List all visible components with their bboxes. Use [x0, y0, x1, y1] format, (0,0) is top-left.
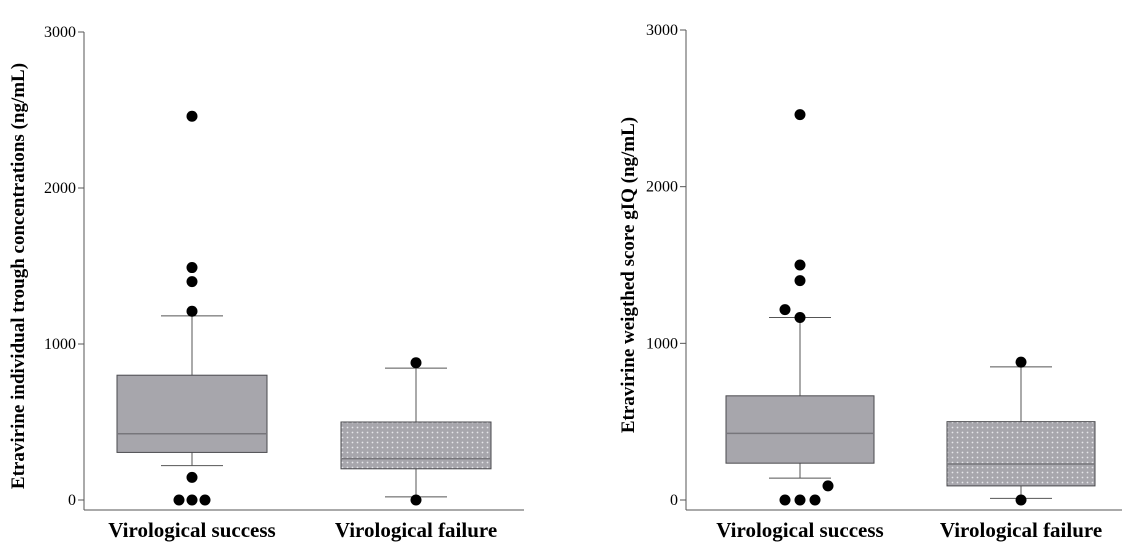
- left-boxplot-panel: 0 1000 2000 3000 Etravirine individual troug…: [8, 24, 524, 542]
- box-iqr: [116, 374, 268, 453]
- category-label: Virological success: [108, 518, 275, 542]
- outlier-point: [186, 262, 198, 274]
- outlier-point: [794, 494, 806, 506]
- outlier-point: [809, 494, 821, 506]
- outlier-point: [410, 357, 422, 369]
- y-tick-label: 3000: [646, 22, 678, 39]
- outlier-point: [186, 305, 198, 317]
- box-iqr: [725, 395, 875, 464]
- y-tick-label: 2000: [44, 180, 76, 197]
- category-label: Virological failure: [335, 518, 497, 542]
- outlier-point: [822, 480, 834, 492]
- outlier-point: [794, 109, 806, 121]
- box-iqr: [946, 421, 1096, 487]
- y-tick-label: 1000: [44, 336, 76, 353]
- outlier-point: [794, 259, 806, 271]
- outlier-point: [199, 494, 211, 506]
- category-label: Virological failure: [940, 518, 1102, 542]
- y-tick-label: 0: [670, 492, 678, 509]
- outlier-point: [410, 494, 422, 506]
- category-label: Virological success: [716, 518, 883, 542]
- outlier-point: [173, 494, 185, 506]
- outlier-point: [779, 494, 791, 506]
- outlier-point: [186, 110, 198, 122]
- outlier-point: [794, 275, 806, 287]
- outlier-point: [186, 471, 198, 483]
- right-boxplot-panel: 0 1000 2000 3000 Etravirine weigthed score g…: [618, 22, 1122, 542]
- outlier-point: [1015, 356, 1027, 368]
- outlier-point: [1015, 494, 1027, 506]
- box-iqr: [340, 421, 492, 470]
- y-axis-title: Etravirine weigthed score gIQ (ng/mL): [618, 117, 639, 433]
- outlier-point: [186, 276, 198, 288]
- y-tick-label: 1000: [646, 335, 678, 352]
- outlier-point: [794, 311, 806, 323]
- y-tick-label: 2000: [646, 179, 678, 196]
- outlier-point: [186, 494, 198, 506]
- outlier-point: [779, 304, 791, 316]
- y-tick-label: 3000: [44, 24, 76, 41]
- y-axis-title: Etravirine individual trough concentrati…: [8, 63, 29, 489]
- y-tick-label: 0: [68, 492, 76, 509]
